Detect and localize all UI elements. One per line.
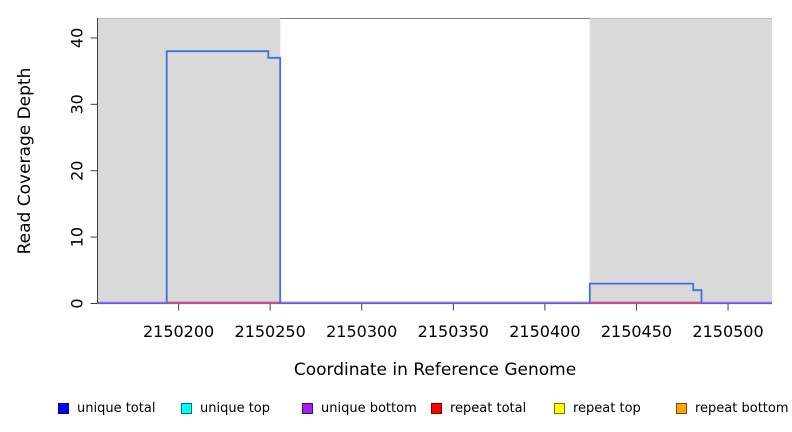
x-tick-label: 2150400 — [509, 322, 580, 341]
y-tick-label: 10 — [68, 227, 87, 247]
legend-item-repeat-total: repeat total — [431, 398, 526, 418]
legend-label-unique-bottom: unique bottom — [321, 400, 417, 416]
y-tick-label: 40 — [68, 28, 87, 48]
coverage-chart: 0 10 20 30 40 2150200 2150250 2150300 2150350 215… — [15, 18, 772, 380]
x-tick-label: 2150450 — [601, 322, 672, 341]
x-tick-label: 2150350 — [418, 322, 489, 341]
shaded-region — [98, 18, 281, 304]
x-tick-label: 2150300 — [326, 322, 397, 341]
legend-item-unique-bottom: unique bottom — [302, 398, 417, 418]
x-tick-label: 2150250 — [235, 322, 306, 341]
unique-total-right-block — [588, 282, 703, 304]
legend-item-unique-total: unique total — [58, 398, 155, 418]
legend-label-unique-total: unique total — [77, 400, 156, 416]
y-tick-label: 30 — [68, 94, 87, 114]
legend-label-unique-top: unique top — [200, 400, 271, 416]
legend-swatch-unique-top — [181, 402, 192, 414]
legend-swatch-unique-bottom — [302, 402, 313, 414]
y-tick-label: 20 — [68, 161, 87, 181]
x-tick-label: 2150500 — [692, 322, 763, 341]
legend-swatch-repeat-bottom — [676, 402, 687, 414]
legend-label-repeat-total: repeat total — [450, 400, 527, 416]
legend-swatch-repeat-top — [554, 402, 565, 414]
legend-swatch-repeat-total — [431, 402, 442, 414]
unique-total-left-block — [165, 50, 282, 304]
chart-legend: unique total unique top unique bottom repea… — [0, 398, 792, 420]
shaded-region — [589, 18, 772, 304]
y-tick-label: 0 — [68, 298, 87, 308]
legend-item-repeat-bottom: repeat bottom — [676, 398, 789, 418]
x-tick-label: 2150200 — [143, 322, 214, 341]
legend-item-repeat-top: repeat top — [554, 398, 641, 418]
x-axis-title: Coordinate in Reference Genome — [294, 360, 576, 380]
legend-swatch-unique-total — [58, 402, 69, 414]
legend-item-unique-top: unique top — [181, 398, 270, 418]
legend-label-repeat-bottom: repeat bottom — [695, 400, 789, 416]
y-axis-title: Read Coverage Depth — [15, 68, 35, 255]
legend-label-repeat-top: repeat top — [573, 400, 641, 416]
